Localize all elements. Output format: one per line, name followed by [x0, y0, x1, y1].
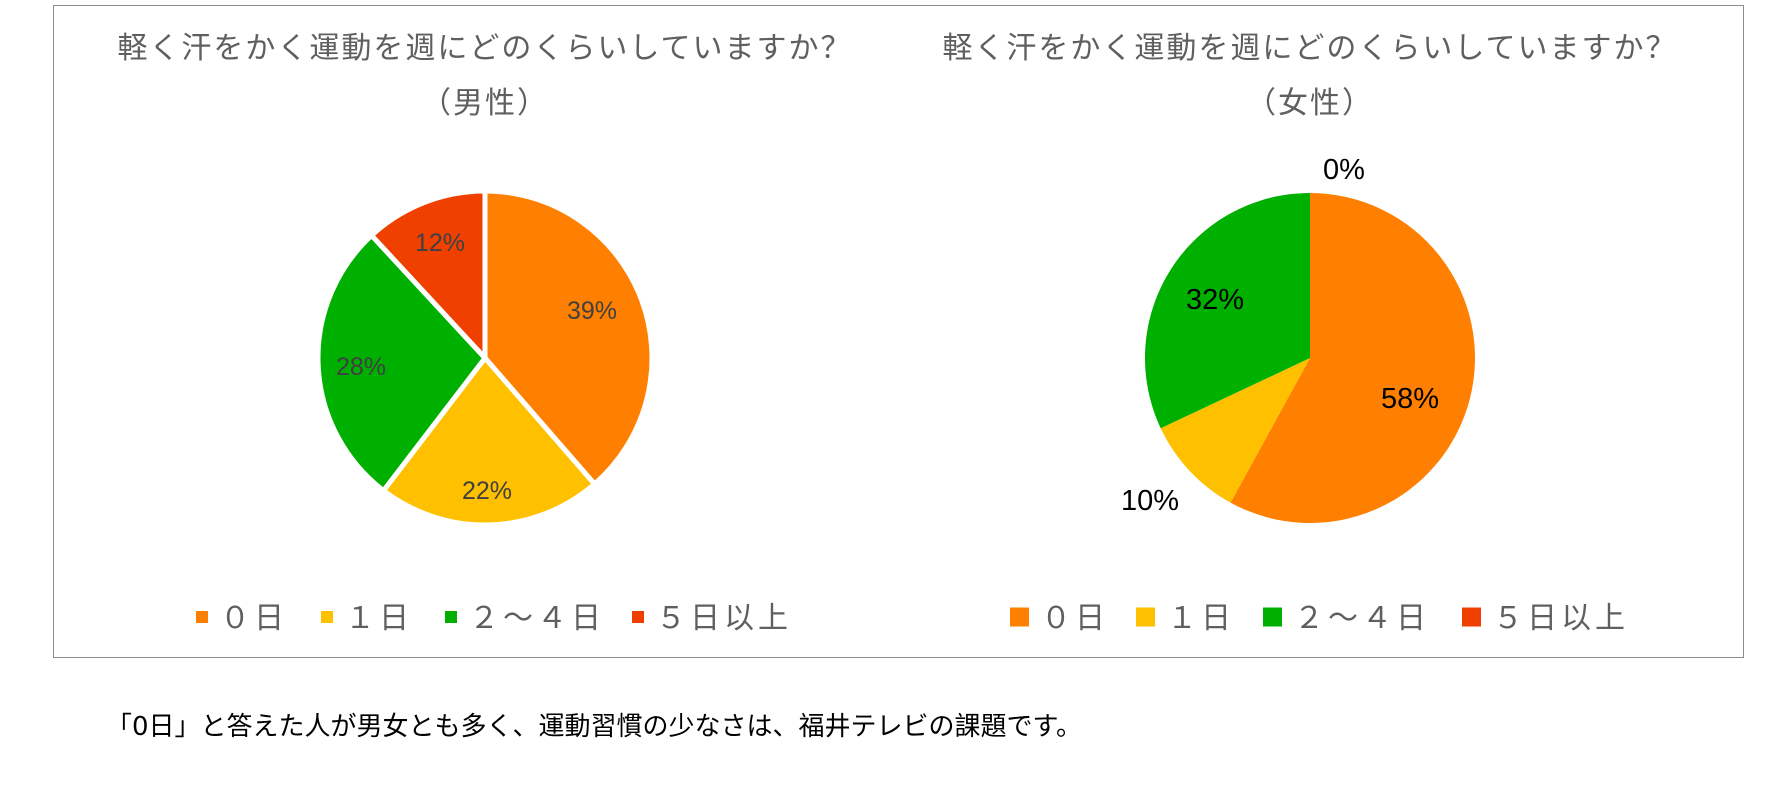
male-pie-slice-2 — [381, 355, 598, 528]
female-legend-swatch-3 — [1263, 607, 1282, 627]
male-legend-label-1: ０日 — [220, 601, 288, 636]
male-legend-swatch-4 — [632, 611, 644, 623]
male-pie — [315, 188, 655, 528]
male-legend-label-3: ２～４日 — [469, 601, 605, 636]
female-pie-label-1: 58% — [1381, 383, 1439, 415]
female-legend-label-4: ５日以上 — [1493, 601, 1629, 636]
female-legend-label-1: ０日 — [1041, 601, 1109, 636]
male-pie-label-3: 28% — [336, 353, 386, 381]
female-pie-slice-2 — [1160, 358, 1310, 503]
male-legend-swatch-1 — [196, 611, 208, 623]
female-legend-swatch-2 — [1136, 607, 1155, 627]
female-pie-labels: 58% 10% 32% 0% — [1121, 154, 1439, 517]
female-chart-subtitle: （女性） — [1246, 86, 1374, 121]
male-pie-slice-4 — [369, 188, 488, 361]
female-legend-label-3: ２～４日 — [1294, 601, 1430, 636]
male-legend-swatch-3 — [445, 611, 457, 623]
female-pie-slice-3 — [1145, 192, 1310, 429]
female-legend-swatch-4 — [1462, 607, 1481, 627]
male-pie-slice-1 — [482, 188, 655, 487]
female-pie-slice-1 — [1230, 193, 1475, 524]
male-chart-subtitle: （男性） — [421, 86, 549, 121]
chart-caption: 「0日」と答えた人が男女とも多く、運動習慣の少なさは、福井テレビの課題です。 — [106, 712, 1082, 742]
female-pie-label-3: 32% — [1186, 284, 1244, 316]
female-legend-swatch-1 — [1010, 607, 1029, 627]
male-chart-title: 軽く汗をかく運動を週にどのくらいしていますか？ — [117, 31, 852, 66]
female-chart: 軽く汗をかく運動を週にどのくらいしていますか？ （女性） 58% 10% 32% 0%… — [942, 31, 1677, 636]
male-legend-label-2: １日 — [345, 601, 413, 636]
male-pie-label-2: 22% — [462, 477, 512, 505]
male-pie-slice-3 — [315, 232, 488, 494]
male-legend-label-4: ５日以上 — [656, 601, 792, 636]
male-pie-labels: 39% 22% 28% 12% — [336, 229, 617, 505]
male-pie-label-1: 39% — [567, 297, 617, 325]
female-pie-label-4: 0% — [1323, 154, 1365, 186]
male-legend: ０日 １日 ２～４日 ５日以上 — [196, 601, 792, 636]
female-pie-label-2: 10% — [1121, 485, 1179, 517]
female-legend-label-2: １日 — [1167, 601, 1235, 636]
female-pie — [1145, 192, 1475, 524]
male-pie-label-4: 12% — [415, 229, 465, 257]
female-chart-title: 軽く汗をかく運動を週にどのくらいしていますか？ — [942, 31, 1677, 66]
female-legend: ０日 １日 ２～４日 ５日以上 — [1010, 601, 1629, 636]
male-legend-swatch-2 — [321, 611, 333, 623]
male-chart: 軽く汗をかく運動を週にどのくらいしていますか？ （男性） 39% 22% 28% 12… — [117, 31, 852, 636]
